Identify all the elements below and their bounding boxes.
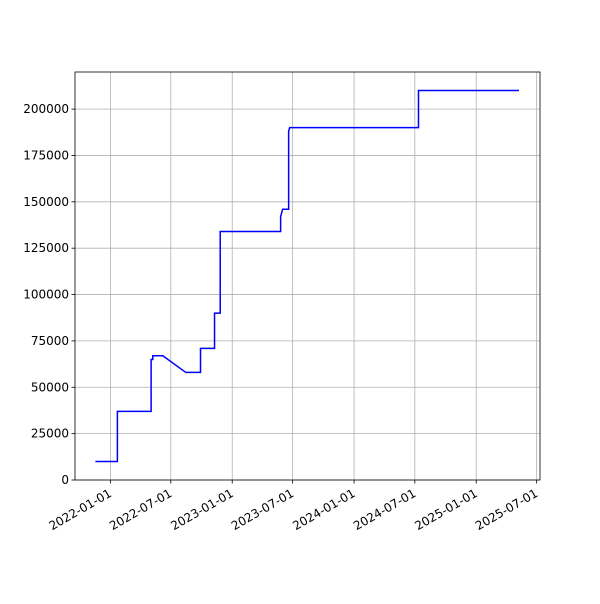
y-tick-label: 100000 xyxy=(23,288,69,302)
plot-frame xyxy=(74,71,541,481)
y-tick-label: 0 xyxy=(61,473,69,487)
y-tick-label: 125000 xyxy=(23,241,69,255)
x-tick-label: 2025-01-01 xyxy=(412,486,479,533)
y-tick-label: 25000 xyxy=(31,427,69,441)
x-tick-label: 2024-01-01 xyxy=(290,486,357,533)
x-tick-label: 2023-01-01 xyxy=(168,486,235,533)
y-tick-label: 200000 xyxy=(23,102,69,116)
x-tick-label: 2025-07-01 xyxy=(473,486,540,533)
x-tick-label: 2022-01-01 xyxy=(47,486,114,533)
x-tick-label: 2024-07-01 xyxy=(351,486,418,533)
data-line xyxy=(95,89,519,463)
x-tick-label: 2022-07-01 xyxy=(107,486,174,533)
x-tick-label: 2023-07-01 xyxy=(229,486,296,533)
y-tick-label: 150000 xyxy=(23,195,69,209)
y-tick-label: 50000 xyxy=(31,380,69,394)
y-tick-label: 75000 xyxy=(31,334,69,348)
y-tick-label: 175000 xyxy=(23,148,69,162)
